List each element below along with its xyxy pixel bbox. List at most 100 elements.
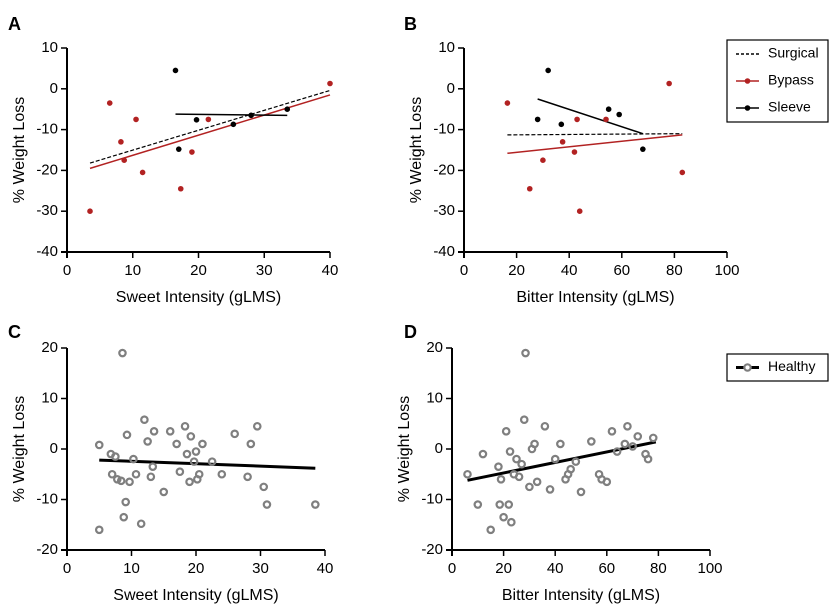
x-tick-label-a: 10: [124, 262, 141, 279]
point-healthy-c: [207, 457, 217, 466]
point-sleeve-b: [616, 111, 622, 118]
x-tick-label-b: 60: [613, 262, 630, 279]
point-healthy-d: [514, 472, 524, 482]
point-healthy-c: [125, 477, 134, 487]
point-sleeve-a: [172, 67, 179, 74]
point-healthy-c: [252, 421, 262, 431]
y-tick-label-b: 10: [438, 39, 455, 56]
point-healthy-c: [189, 457, 199, 466]
point-sleeve-b: [558, 121, 565, 128]
point-healthy-c: [116, 476, 126, 486]
point-healthy-c: [111, 452, 120, 461]
y-tick-label-a: -20: [36, 161, 58, 178]
legend-label-sleeve: Sleeve: [768, 99, 811, 115]
point-healthy-d: [532, 477, 542, 487]
x-tick-label-a: 0: [63, 262, 71, 279]
point-healthy-c: [131, 469, 141, 479]
legend-label-surgical: Surgical: [768, 45, 819, 61]
point-healthy-c: [146, 472, 156, 482]
point-healthy-c: [217, 469, 227, 479]
y-axis-title-a: % Weight Loss: [11, 97, 28, 203]
x-tick-label-d: 0: [448, 560, 456, 577]
point-bypass-a: [205, 116, 212, 123]
y-tick-label-a: 0: [50, 80, 58, 97]
point-healthy-d: [530, 439, 539, 449]
fit-line-surgical-a: [89, 89, 331, 164]
x-tick-label-c: 20: [188, 560, 205, 577]
point-healthy-c: [198, 439, 207, 449]
point-healthy-d: [512, 454, 521, 464]
point-healthy-c: [107, 469, 117, 479]
legend-marker-healthy: [743, 363, 752, 372]
x-tick-label-c: 30: [252, 560, 269, 577]
point-healthy-c: [129, 454, 138, 464]
point-bypass-a: [327, 80, 333, 87]
point-bypass-b: [666, 80, 672, 87]
point-healthy-c: [148, 462, 158, 471]
point-healthy-c: [186, 432, 196, 441]
point-healthy-d: [505, 447, 515, 456]
y-tick-label-a: -10: [36, 121, 58, 138]
point-healthy-c: [180, 421, 190, 431]
point-healthy-d: [486, 525, 496, 535]
x-tick-label-a: 30: [256, 262, 273, 279]
y-tick-label-b: -30: [433, 202, 455, 219]
y-tick-label-b: -20: [433, 161, 455, 178]
point-healthy-c: [311, 500, 320, 509]
point-healthy-c: [246, 439, 256, 449]
legend-top: Surgical Bypass Sleeve: [726, 39, 829, 123]
panel-letter-a: A: [8, 14, 21, 34]
point-healthy-d: [607, 427, 617, 436]
x-tick-label-b: 100: [714, 262, 739, 279]
x-tick-label-d: 40: [547, 560, 564, 577]
point-healthy-d: [628, 442, 637, 451]
point-healthy-c: [159, 487, 169, 497]
point-sleeve-b: [545, 67, 551, 74]
y-tick-label-c: -10: [36, 490, 58, 507]
y-tick-label-c: 20: [41, 339, 58, 356]
fit-line-healthy-d: [467, 440, 657, 482]
point-bypass-b: [526, 185, 533, 192]
panel-c: C 20 10 0 -10 -20 0 10 20 30 40 Sweet Intensity (gL…: [8, 322, 333, 604]
point-healthy-d: [623, 421, 632, 431]
x-tick-label-d: 100: [697, 560, 722, 577]
point-healthy-c: [140, 415, 149, 425]
point-healthy-c: [243, 472, 252, 482]
point-healthy-d: [494, 462, 503, 471]
y-tick-label-d: 20: [426, 339, 443, 356]
point-bypass-b: [571, 149, 578, 155]
point-healthy-c: [182, 449, 192, 459]
point-healthy-d: [571, 457, 581, 466]
point-healthy-d: [612, 447, 622, 456]
y-tick-label-a: 10: [41, 39, 58, 56]
point-healthy-c: [259, 482, 269, 492]
point-bypass-a: [87, 208, 93, 214]
fit-line-bypass-a: [89, 94, 331, 170]
point-bypass-b: [576, 208, 583, 214]
point-bypass-a: [177, 185, 184, 192]
point-healthy-d: [576, 487, 586, 497]
point-bypass-a: [118, 139, 124, 145]
x-axis-title-c: Sweet Intensity (gLMS): [113, 587, 278, 604]
point-healthy-c: [185, 477, 194, 487]
point-bypass-a: [139, 169, 146, 176]
fit-line-surgical-b: [507, 133, 683, 136]
point-sleeve-b: [640, 146, 646, 152]
x-axis-title-a: Sweet Intensity (gLMS): [116, 289, 281, 306]
point-healthy-d: [525, 482, 534, 492]
point-sleeve-a: [175, 146, 182, 152]
y-tick-label-d: -20: [421, 541, 443, 558]
point-healthy-d: [620, 439, 630, 449]
point-healthy-c: [149, 427, 159, 436]
point-sleeve-a: [193, 117, 200, 123]
legend-label-healthy: Healthy: [768, 358, 815, 374]
y-tick-label-a: -30: [36, 202, 58, 219]
point-healthy-c: [121, 497, 130, 507]
point-bypass-b: [540, 157, 546, 163]
x-axis-title-d: Bitter Intensity (gLMS): [502, 587, 660, 604]
point-sleeve-a: [230, 121, 237, 128]
y-tick-label-a: -40: [36, 243, 58, 260]
x-tick-label-a: 40: [322, 262, 339, 279]
